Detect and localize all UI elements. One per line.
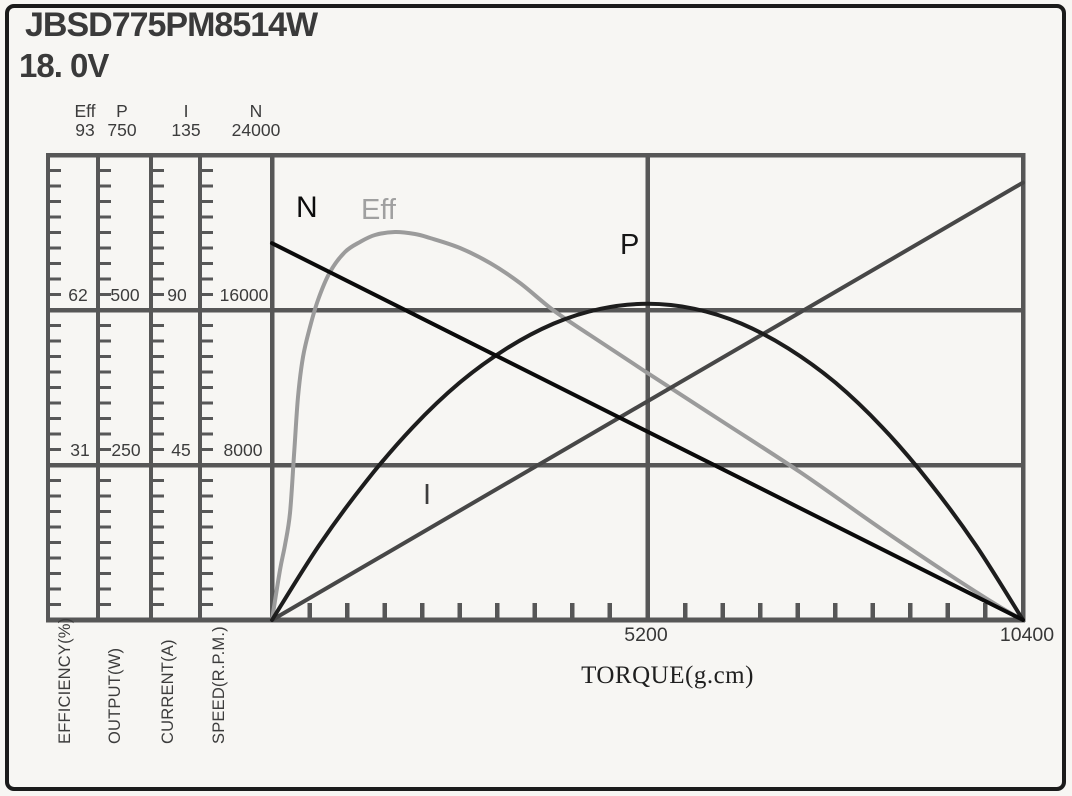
x-axis-title: TORQUE(g.cm) <box>581 662 754 689</box>
axis-max-n: 24000 <box>231 120 281 140</box>
gridval-n-16000: 16000 <box>219 285 269 305</box>
axis-header-output: P 750 <box>92 102 152 140</box>
gridval-eff-62: 62 <box>68 285 88 305</box>
curve-label-speed: N <box>296 191 318 224</box>
curve-n <box>270 241 1025 622</box>
curve-label-current: I <box>423 479 432 511</box>
axis-header-current: I 135 <box>156 102 216 140</box>
axis-header-speed: N 24000 <box>216 102 296 140</box>
gridval-n-8000: 8000 <box>223 440 263 460</box>
curve-label-efficiency: Eff <box>361 194 396 226</box>
curve-eff <box>270 229 1025 622</box>
axis-label-speed: SPEED(R.P.M.) <box>210 626 228 744</box>
axis-label-efficiency: EFFICIENCY(%) <box>56 617 74 744</box>
axis-name-i: I <box>183 101 189 121</box>
curve-i <box>270 180 1025 622</box>
gridval-p-500: 500 <box>110 285 140 305</box>
curve-label-output: P <box>620 229 640 261</box>
axis-label-current: CURRENT(A) <box>159 639 177 744</box>
gridval-i-45: 45 <box>171 440 191 460</box>
axis-label-output: OUTPUT(W) <box>106 647 124 744</box>
axis-name-eff: Eff <box>74 101 96 121</box>
gridval-p-250: 250 <box>111 440 141 460</box>
curve-p <box>270 301 1025 622</box>
gridval-i-90: 90 <box>167 285 187 305</box>
gridval-eff-31: 31 <box>70 440 90 460</box>
axis-max-eff: 93 <box>75 120 95 140</box>
axis-header-efficiency: Eff 93 <box>55 102 115 140</box>
axis-max-p: 750 <box>107 120 137 140</box>
model-title: JBSD775PM8514W <box>25 6 318 44</box>
x-tick-10400: 10400 <box>999 624 1055 646</box>
axis-name-n: N <box>249 101 263 121</box>
x-tick-5200: 5200 <box>624 624 668 646</box>
axis-max-i: 135 <box>171 120 201 140</box>
voltage-label: 18. 0V <box>19 47 109 84</box>
axis-name-p: P <box>116 101 128 121</box>
